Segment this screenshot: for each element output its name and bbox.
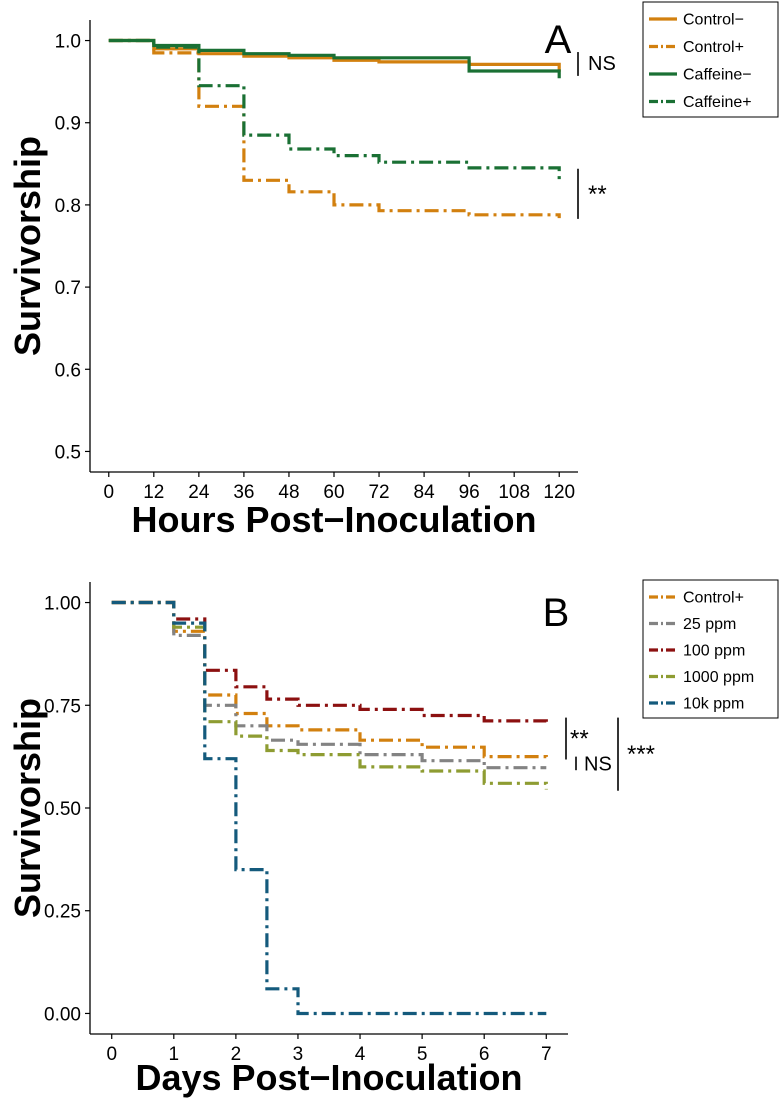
panel-label: A bbox=[545, 18, 572, 62]
series-line-caffeine bbox=[108, 38, 561, 182]
series-line-10k-ppm bbox=[111, 600, 547, 1016]
legend-box bbox=[642, 1, 779, 118]
legend-label: Control+ bbox=[683, 39, 744, 56]
legend-label: Control− bbox=[683, 12, 744, 29]
legend: Control− Control+ Caffeine− Caffeine+ bbox=[642, 1, 779, 118]
series-line-control bbox=[108, 38, 561, 219]
x-tick-label: 7 bbox=[541, 1044, 552, 1065]
y-tick-label: 0.00 bbox=[44, 1004, 81, 1025]
x-tick-label: 24 bbox=[188, 482, 210, 503]
y-tick-label: 1.0 bbox=[55, 32, 81, 53]
legend-label: Caffeine+ bbox=[683, 94, 752, 111]
x-tick-label: 108 bbox=[498, 482, 530, 503]
y-axis-title: Survivorship bbox=[7, 698, 48, 918]
x-tick-label: 0 bbox=[106, 1044, 117, 1065]
legend-box bbox=[642, 579, 779, 719]
x-tick-label: 3 bbox=[293, 1044, 304, 1065]
y-tick-label: 0.50 bbox=[44, 799, 81, 820]
y-tick-label: 1.00 bbox=[44, 594, 81, 615]
x-tick-label: 72 bbox=[368, 482, 389, 503]
significance-label: *** bbox=[627, 741, 655, 768]
x-axis-title: Hours Post−Inoculation bbox=[131, 499, 536, 540]
x-tick-label: 5 bbox=[417, 1044, 428, 1065]
y-tick-label: 0.5 bbox=[55, 442, 81, 463]
significance-label: ** bbox=[588, 181, 607, 208]
x-tick-label: 60 bbox=[323, 482, 344, 503]
x-tick-label: 48 bbox=[278, 482, 299, 503]
series-line-25-ppm bbox=[111, 600, 547, 770]
y-tick-label: 0.8 bbox=[55, 196, 81, 217]
x-tick-label: 12 bbox=[143, 482, 164, 503]
panel-a: 0.5 0.6 0.7 0.8 0.9 1.0 0 12 24 36 48 60 72 84 96 108 12… bbox=[7, 1, 779, 540]
panel-label: B bbox=[543, 591, 570, 635]
x-tick-label: 4 bbox=[355, 1044, 366, 1065]
legend-label: 10k ppm bbox=[683, 696, 744, 713]
panel-b: 0.00 0.25 0.50 0.75 1.00 0 1 2 3 4 5 6 7 Days Post−In… bbox=[7, 579, 779, 1098]
x-axis-title: Days Post−Inoculation bbox=[135, 1057, 522, 1098]
legend-label: 100 ppm bbox=[683, 643, 745, 660]
legend-label: 25 ppm bbox=[683, 616, 736, 633]
x-tick-label: 84 bbox=[414, 482, 436, 503]
x-tick-label: 96 bbox=[459, 482, 480, 503]
significance-label: ** bbox=[570, 726, 589, 753]
x-tick-label: 1 bbox=[169, 1044, 180, 1065]
legend-label: Control+ bbox=[683, 590, 744, 607]
y-axis-title: Survivorship bbox=[7, 136, 48, 356]
y-tick-label: 0.25 bbox=[44, 902, 81, 923]
series-line-100-ppm bbox=[111, 600, 548, 723]
legend-label: 1000 ppm bbox=[683, 669, 754, 686]
y-tick-label: 0.75 bbox=[44, 696, 81, 717]
legend-label: Caffeine− bbox=[683, 67, 752, 84]
legend: Control+ 25 ppm 100 ppm 1000 ppm 10k ppm bbox=[642, 579, 779, 719]
x-tick-label: 2 bbox=[231, 1044, 242, 1065]
significance-label: NS bbox=[588, 53, 616, 75]
x-tick-label: 6 bbox=[479, 1044, 490, 1065]
y-tick-label: 0.7 bbox=[55, 278, 81, 299]
y-tick-label: 0.6 bbox=[55, 360, 81, 381]
y-tick-label: 0.9 bbox=[55, 114, 81, 135]
significance-label: NS bbox=[584, 753, 612, 775]
x-tick-label: 120 bbox=[543, 482, 575, 503]
x-tick-label: 36 bbox=[233, 482, 254, 503]
x-tick-label: 0 bbox=[103, 482, 114, 503]
